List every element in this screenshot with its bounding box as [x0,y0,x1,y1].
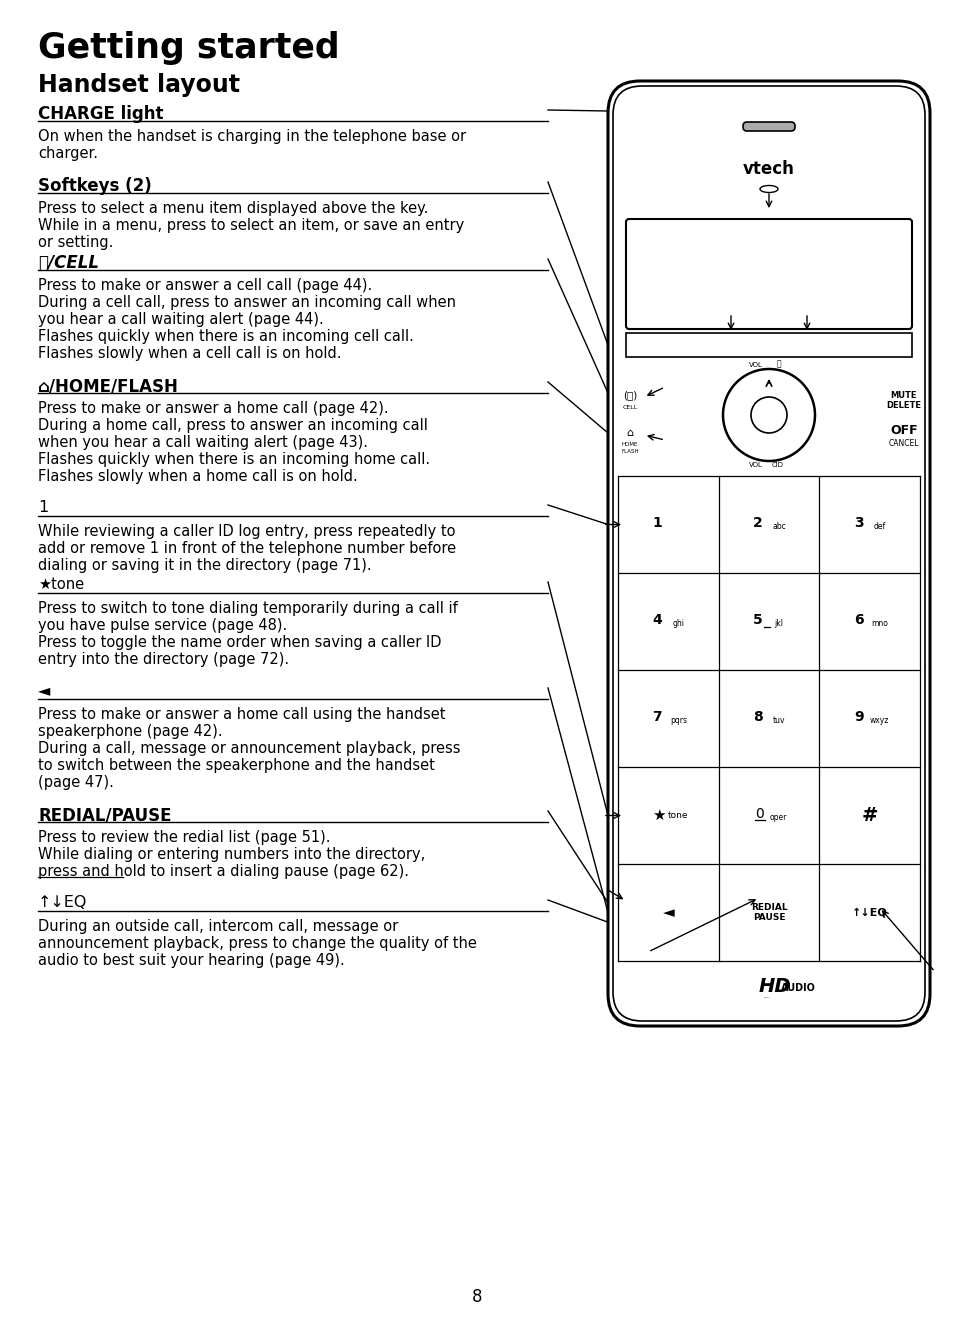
Text: 2: 2 [752,516,762,529]
Text: 8: 8 [471,1288,482,1307]
Text: ◄: ◄ [38,683,51,697]
Text: OFF: OFF [889,424,917,437]
Text: Press to make or answer a cell call (page 44).: Press to make or answer a cell call (pag… [38,278,372,293]
Text: CELL: CELL [621,405,637,410]
Text: ⌂: ⌂ [626,428,633,438]
Text: ⦾/CELL: ⦾/CELL [38,254,99,273]
Text: to switch between the speakerphone and the handset: to switch between the speakerphone and t… [38,758,435,774]
Text: 1: 1 [652,516,661,529]
Text: Press to review the redial list (page 51).: Press to review the redial list (page 51… [38,830,330,844]
Text: ★: ★ [651,808,664,823]
Text: 7: 7 [652,709,661,724]
Text: 9: 9 [853,709,862,724]
Text: FLASH: FLASH [620,449,639,453]
Text: On when the handset is charging in the telephone base or: On when the handset is charging in the t… [38,130,466,144]
FancyBboxPatch shape [742,122,794,131]
Text: vtech: vtech [742,160,794,178]
Text: ....: .... [762,994,770,998]
Text: tuv: tuv [772,716,784,725]
Text: 🔊: 🔊 [776,359,781,367]
Text: Press to select a menu item displayed above the key.: Press to select a menu item displayed ab… [38,200,428,216]
Text: ◄: ◄ [661,904,674,921]
Text: when you hear a call waiting alert (page 43).: when you hear a call waiting alert (page… [38,436,368,450]
Text: VOL: VOL [748,462,762,468]
Ellipse shape [760,186,778,192]
Text: ★tone: ★tone [38,577,84,592]
Text: press and hold to insert a dialing pause (page 62).: press and hold to insert a dialing pause… [38,864,409,879]
Text: While in a menu, press to select an item, or save an entry: While in a menu, press to select an item… [38,218,464,232]
FancyBboxPatch shape [607,81,929,1026]
Text: 0: 0 [755,807,763,820]
Text: During a cell call, press to answer an incoming call when: During a cell call, press to answer an i… [38,295,456,310]
Text: 1: 1 [38,500,49,514]
Text: HD: HD [759,977,791,995]
FancyBboxPatch shape [613,86,924,1021]
Text: Press to make or answer a home call (page 42).: Press to make or answer a home call (pag… [38,401,388,415]
Text: REDIAL: REDIAL [750,903,786,912]
Text: HOME: HOME [621,441,638,446]
Text: #: # [861,806,877,826]
Text: CID: CID [771,462,783,468]
Text: audio to best suit your hearing (page 49).: audio to best suit your hearing (page 49… [38,953,344,969]
Text: or setting.: or setting. [38,235,113,250]
Text: PAUSE: PAUSE [752,912,784,922]
Text: speakerphone (page 42).: speakerphone (page 42). [38,724,222,739]
Text: Handset layout: Handset layout [38,73,240,98]
Text: Softkeys (2): Softkeys (2) [38,176,152,195]
Text: ↑↓EQ: ↑↓EQ [851,907,886,918]
Text: abc: abc [771,522,785,530]
Text: While dialing or entering numbers into the directory,: While dialing or entering numbers into t… [38,847,425,862]
Text: Press to switch to tone dialing temporarily during a call if: Press to switch to tone dialing temporar… [38,601,457,616]
Text: 5: 5 [752,612,762,627]
Text: AUDIO: AUDIO [781,983,815,993]
Text: Getting started: Getting started [38,31,339,65]
Text: you have pulse service (page 48).: you have pulse service (page 48). [38,619,287,633]
Text: dialing or saving it in the directory (page 71).: dialing or saving it in the directory (p… [38,558,372,573]
Text: charger.: charger. [38,146,98,162]
Text: CHARGE light: CHARGE light [38,106,163,123]
Text: DELETE: DELETE [885,401,921,410]
Text: (page 47).: (page 47). [38,775,113,790]
Text: announcement playback, press to change the quality of the: announcement playback, press to change t… [38,937,476,951]
Text: mno: mno [870,619,887,628]
Text: During a home call, press to answer an incoming call: During a home call, press to answer an i… [38,418,428,433]
Text: 6: 6 [853,612,862,627]
Text: Flashes quickly when there is an incoming home call.: Flashes quickly when there is an incomin… [38,452,430,468]
Text: ⌂/HOME/FLASH: ⌂/HOME/FLASH [38,377,179,395]
FancyBboxPatch shape [625,219,911,329]
Text: oper: oper [768,814,786,822]
Text: MUTE: MUTE [890,390,916,399]
Text: While reviewing a caller ID log entry, press repeatedly to: While reviewing a caller ID log entry, p… [38,524,455,538]
Text: def: def [873,522,885,530]
Text: wxyz: wxyz [869,716,888,725]
Text: pqrs: pqrs [669,716,686,725]
Text: 4: 4 [652,612,661,627]
Text: CANCEL: CANCEL [888,438,919,448]
Circle shape [750,397,786,433]
Text: Flashes quickly when there is an incoming cell call.: Flashes quickly when there is an incomin… [38,329,414,343]
Text: ↑↓EQ: ↑↓EQ [38,895,88,910]
Text: ghi: ghi [672,619,683,628]
Text: REDIAL/PAUSE: REDIAL/PAUSE [38,806,172,824]
Text: VOL: VOL [748,362,762,367]
Text: Flashes slowly when a cell call is on hold.: Flashes slowly when a cell call is on ho… [38,346,341,361]
Text: (⦾): (⦾) [622,390,637,399]
Text: During a call, message or announcement playback, press: During a call, message or announcement p… [38,741,460,756]
Text: 3: 3 [853,516,862,529]
Text: 8: 8 [752,709,762,724]
Text: entry into the directory (page 72).: entry into the directory (page 72). [38,652,289,667]
Bar [625,333,911,357]
Text: add or remove 1 in front of the telephone number before: add or remove 1 in front of the telephon… [38,541,456,556]
Text: During an outside call, intercom call, message or: During an outside call, intercom call, m… [38,919,397,934]
Text: you hear a call waiting alert (page 44).: you hear a call waiting alert (page 44). [38,313,323,327]
Text: tone: tone [667,811,688,820]
Text: jkl: jkl [774,619,782,628]
Circle shape [722,369,814,461]
Text: Flashes slowly when a home call is on hold.: Flashes slowly when a home call is on ho… [38,469,357,484]
Text: Press to toggle the name order when saving a caller ID: Press to toggle the name order when savi… [38,635,441,651]
Text: Press to make or answer a home call using the handset: Press to make or answer a home call usin… [38,707,445,721]
